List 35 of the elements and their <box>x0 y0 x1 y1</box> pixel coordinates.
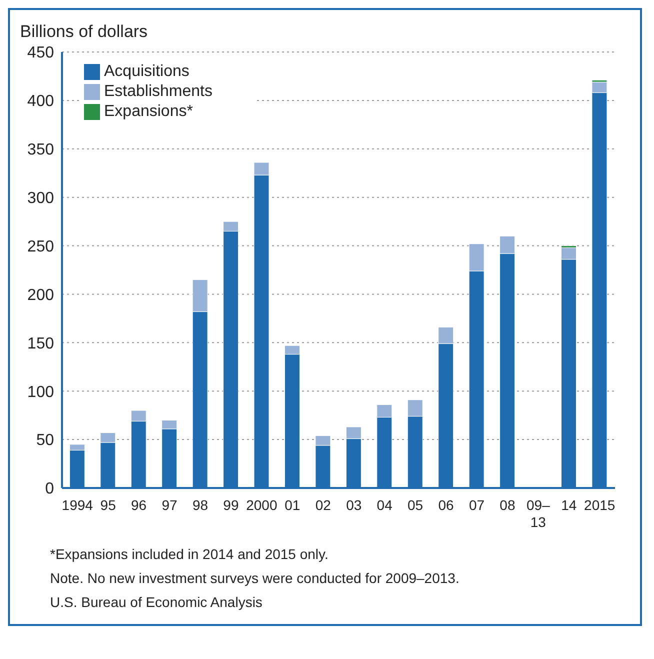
text: Note. No new investment surveys were conducted for 2009–2013. <box>50 569 460 588</box>
x-tick-label: 01 <box>284 497 300 513</box>
y-tick-label: 150 <box>27 335 54 352</box>
x-tick-label: 97 <box>162 497 178 513</box>
y-tick-label: 400 <box>27 93 54 110</box>
x-tick-label: 08 <box>500 497 516 513</box>
y-tick-label: 450 <box>27 44 54 62</box>
legend-label: Establishments <box>104 83 212 100</box>
y-tick-label: 300 <box>27 190 54 208</box>
y-tick-label: 200 <box>27 286 54 304</box>
x-tick-label: 1994 <box>62 497 94 513</box>
y-axis-title: Billions of dollars <box>19 21 149 42</box>
x-tick-label: 96 <box>131 497 147 513</box>
y-tick-label: 250 <box>27 238 54 256</box>
x-tick-label: 05 <box>408 497 424 513</box>
x-tick-label: 02 <box>315 497 332 513</box>
x-tick-label: 14 <box>561 497 577 513</box>
y-tick-label: 350 <box>27 142 54 159</box>
legend-label: Expansions* <box>104 103 193 120</box>
x-tick-label: 95 <box>100 497 116 513</box>
y-tick-label: 100 <box>27 384 54 401</box>
x-tick-label: 99 <box>223 497 239 513</box>
x-tick-label: 04 <box>376 497 393 513</box>
text: U.S. Bureau of Economic Analysis <box>50 593 264 612</box>
x-tick-label: 2015 <box>584 497 616 513</box>
x-tick-label: 03 <box>346 497 362 513</box>
y-tick-label: 0 <box>45 480 54 498</box>
x-tick-label: 2000 <box>246 497 278 513</box>
legend-label: Acquisitions <box>104 63 190 80</box>
x-tick-label: 98 <box>192 497 208 513</box>
y-tick-label: 50 <box>36 432 54 450</box>
x-tick-label: 09–13 <box>526 497 550 530</box>
x-tick-label: 07 <box>468 497 485 513</box>
x-tick-label: 06 <box>438 497 454 513</box>
text: *Expansions included in 2014 and 2015 only. <box>50 545 330 564</box>
